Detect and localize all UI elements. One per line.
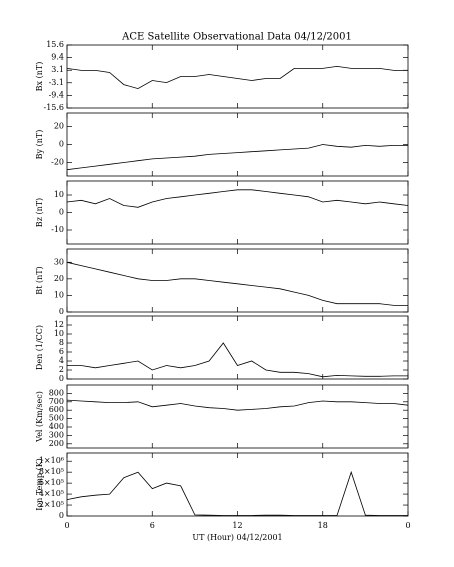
y-axis-label: Vel (Km/sec)	[35, 391, 44, 443]
y-axis-label: Bz (nT)	[35, 198, 44, 227]
y-tick-label: 0	[59, 208, 64, 217]
x-tick-label: 6	[150, 521, 155, 530]
chart-title: ACE Satellite Observational Data 04/12/2…	[121, 32, 352, 43]
data-line	[66, 470, 408, 516]
y-tick-label: 3.1	[51, 65, 64, 74]
x-tick-label: 12	[232, 521, 242, 530]
data-line	[66, 144, 408, 171]
data-line	[66, 261, 408, 306]
x-axis-label: UT (Hour) 04/12/2001	[192, 533, 282, 542]
y-tick-label: 300	[49, 430, 64, 439]
y-axis-label: Bx (nT)	[35, 62, 44, 92]
y-tick-label: 10	[54, 290, 64, 299]
y-tick-label: -9.4	[49, 90, 64, 99]
panel-frame	[66, 112, 409, 177]
panel-frame	[66, 384, 409, 449]
y-tick-label: 800	[49, 388, 64, 397]
y-tick-label: 0	[59, 374, 64, 383]
y-tick-label: 4×10⁵	[39, 489, 64, 498]
y-tick-label: 10	[54, 329, 64, 338]
y-tick-label: -10	[51, 225, 64, 234]
x-tick-label: 18	[318, 521, 328, 530]
y-tick-label: 4	[59, 356, 64, 365]
y-tick-label: 20	[54, 122, 64, 131]
y-tick-label: -20	[51, 158, 64, 167]
y-tick-label: 0	[59, 511, 64, 520]
panel-frame	[66, 44, 409, 109]
y-tick-label: 700	[49, 397, 64, 406]
y-tick-label: 600	[49, 405, 64, 414]
x-tick-label: 0	[405, 521, 410, 530]
data-line	[66, 65, 408, 90]
y-tick-label: 2×10⁵	[39, 500, 64, 509]
y-tick-label: 9.4	[51, 53, 64, 62]
y-tick-label: 10	[54, 190, 64, 199]
y-tick-label: 200	[49, 439, 64, 448]
y-tick-label: 0	[59, 140, 64, 149]
y-tick-label: 8	[59, 338, 64, 347]
y-tick-label: 30	[54, 257, 64, 266]
panel-frame	[66, 180, 409, 245]
data-line	[66, 189, 409, 208]
data-line	[66, 399, 409, 411]
y-axis-label: Ion Temp (K)	[35, 458, 44, 511]
panel-frame	[66, 315, 409, 380]
y-tick-label: 1×10⁶	[39, 456, 64, 465]
data-line	[67, 342, 408, 378]
y-tick-label: 8×10⁵	[39, 467, 64, 476]
y-tick-label: 20	[54, 274, 64, 283]
y-axis-label: Bt (nT)	[35, 266, 44, 294]
panel-frame	[66, 248, 409, 313]
y-axis-label: Den (1/CC)	[35, 325, 44, 370]
y-tick-label: 15.6	[46, 40, 64, 49]
y-axis-label: By (nT)	[35, 130, 44, 160]
y-tick-label: 500	[49, 414, 64, 423]
y-tick-label: 400	[49, 422, 64, 431]
x-tick-label: 0	[64, 521, 69, 530]
y-tick-label: 6	[59, 347, 64, 356]
y-tick-label: -3.1	[49, 78, 64, 87]
y-tick-label: -15.6	[43, 103, 64, 112]
y-tick-label: 6×10⁵	[39, 478, 64, 487]
y-tick-label: 2	[59, 365, 64, 374]
y-tick-label: 12	[54, 320, 64, 329]
y-tick-label: 0	[59, 307, 64, 316]
